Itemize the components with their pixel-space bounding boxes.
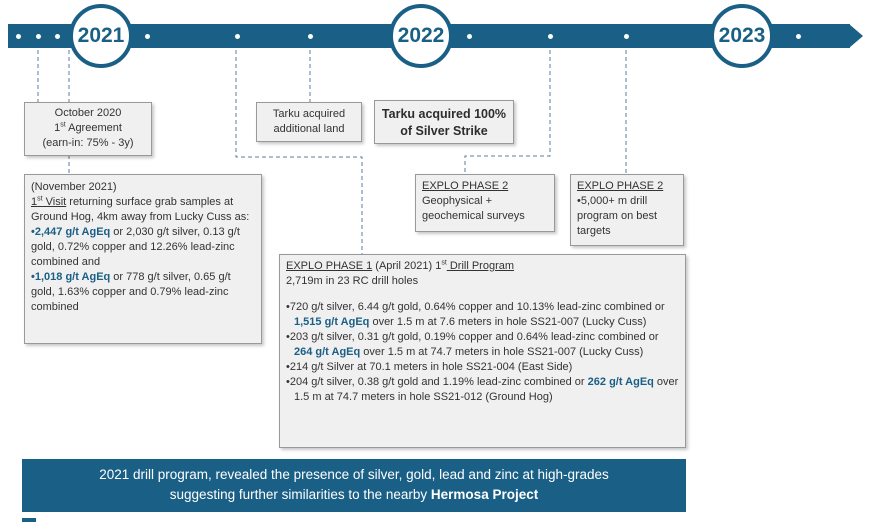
- event-box-tarku-land: Tarku acquired additional land: [256, 102, 362, 142]
- event-line: of Silver Strike: [400, 124, 488, 138]
- event-date: (November 2021): [31, 181, 117, 193]
- event-body: Geophysical + geochemical surveys: [422, 195, 525, 222]
- event-body: •5,000+ m drill program on best targets: [577, 195, 658, 237]
- result-item: •1,018 g/t AgEq or 778 g/t silver, 0.65 …: [31, 271, 231, 313]
- timeline-dot: [467, 33, 472, 39]
- result-item: •204 g/t silver, 0.38 g/t gold and 1.19%…: [286, 376, 679, 403]
- result-item: •214 g/t Silver at 70.1 meters in hole S…: [286, 361, 573, 373]
- event-box-explo1: EXPLO PHASE 1 (April 2021) 1st Drill Pro…: [279, 254, 686, 448]
- corner-mark: [22, 518, 36, 522]
- result-item: •2,447 g/t AgEq or 2,030 g/t silver, 0.1…: [31, 226, 240, 268]
- event-box-explo2-surveys: EXPLO PHASE 2 Geophysical + geochemical …: [415, 174, 555, 232]
- event-box-explo2-drilling: EXPLO PHASE 2 •5,000+ m drill program on…: [570, 174, 684, 246]
- summary-banner: 2021 drill program, revealed the presenc…: [22, 459, 686, 512]
- event-line: additional land: [273, 123, 345, 135]
- connector-explo2-geo: [464, 50, 551, 174]
- banner-line: 2021 drill program, revealed the presenc…: [99, 467, 609, 482]
- event-title: 1st Agreement: [54, 121, 122, 134]
- timeline-dot: [308, 33, 313, 39]
- year-2022-marker: 2022: [389, 4, 453, 68]
- spacer: [286, 289, 679, 300]
- event-line: Tarku acquired 100%: [381, 107, 507, 121]
- timeline-dot: [36, 33, 41, 39]
- timeline-dot: [55, 33, 60, 39]
- timeline-dot: [16, 33, 21, 39]
- event-box-nov-2021: (November 2021) 1st Visit returning surf…: [24, 174, 262, 344]
- event-title: EXPLO PHASE 2: [422, 180, 509, 192]
- event-box-oct-2020: October 2020 1st Agreement (earn-in: 75%…: [24, 102, 152, 156]
- event-terms: (earn-in: 75% - 3y): [42, 137, 134, 149]
- event-title: EXPLO PHASE 2: [577, 180, 664, 192]
- event-line: Tarku acquired: [272, 108, 346, 120]
- event-title: EXPLO PHASE 1 (April 2021) 1st Drill Pro…: [286, 259, 515, 272]
- result-item: •203 g/t silver, 0.31 g/t gold, 0.19% co…: [286, 331, 659, 358]
- year-2021-marker: 2021: [69, 4, 133, 68]
- event-summary: 2,719m in 23 RC drill holes: [286, 275, 419, 287]
- result-item: •720 g/t silver, 6.44 g/t gold, 0.64% co…: [286, 301, 665, 328]
- timeline-dot: [548, 33, 553, 39]
- event-description: 1st Visit returning surface grab samples…: [31, 195, 250, 223]
- timeline-arrow-head: [849, 24, 863, 48]
- event-date: October 2020: [54, 107, 122, 119]
- year-2023-marker: 2023: [710, 4, 774, 68]
- connector-explo1: [235, 50, 363, 254]
- timeline-dot: [235, 33, 240, 39]
- banner-line: suggesting further similarities to the n…: [169, 487, 539, 502]
- event-box-tarku-silver-strike: Tarku acquired 100% of Silver Strike: [374, 100, 514, 144]
- timeline-dot: [145, 33, 150, 39]
- timeline-dot: [796, 33, 801, 39]
- timeline-dot: [624, 33, 629, 39]
